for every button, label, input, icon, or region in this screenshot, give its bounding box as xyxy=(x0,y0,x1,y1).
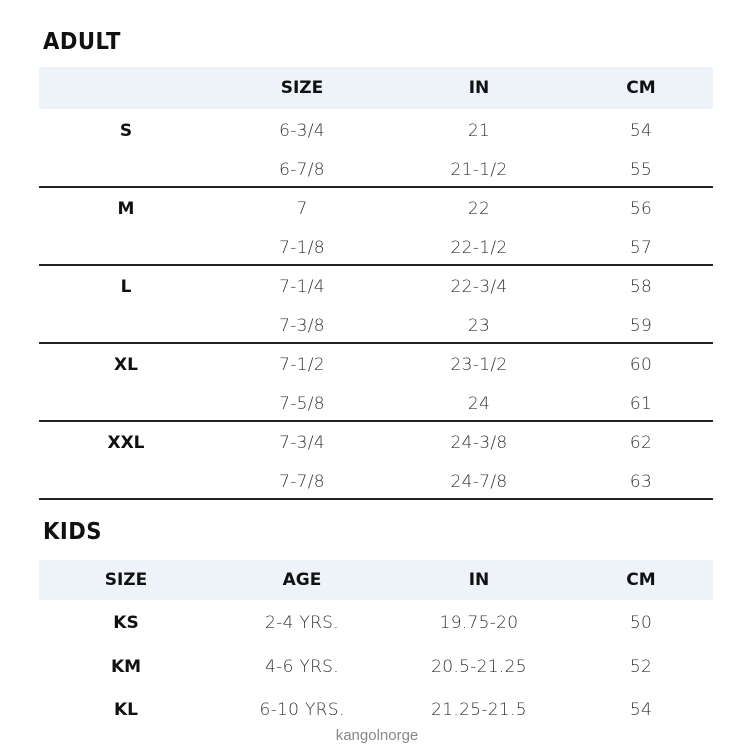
adult-cell-in: 23 xyxy=(467,316,491,336)
kids-title: KIDS xyxy=(43,519,102,545)
adult-cell-size: 7-1/4 xyxy=(279,277,325,297)
adult-size-label: XXL xyxy=(107,433,145,453)
adult-header-band xyxy=(39,67,713,109)
kids-header-age: AGE xyxy=(282,570,322,590)
adult-cell-in: 22-3/4 xyxy=(450,277,508,297)
watermark: kangolnorge xyxy=(335,727,419,744)
adult-cell-size: 7 xyxy=(296,199,308,219)
kids-cell-in: 19.75-20 xyxy=(439,613,519,633)
kids-header-band xyxy=(39,560,713,600)
adult-cell-in: 23-1/2 xyxy=(450,355,508,375)
adult-cell-in: 22 xyxy=(467,199,491,219)
adult-cell-cm: 61 xyxy=(629,394,653,414)
kids-cell-cm: 54 xyxy=(629,700,653,720)
kids-cell-age: 4-6 YRS. xyxy=(265,656,339,677)
group-divider xyxy=(39,264,713,266)
adult-cell-size: 6-7/8 xyxy=(279,160,325,180)
adult-size-label: XL xyxy=(114,355,138,375)
adult-cell-size: 7-3/4 xyxy=(279,433,325,453)
adult-cell-in: 24-3/8 xyxy=(450,433,508,453)
kids-cell-size: KM xyxy=(110,656,142,677)
adult-size-label: L xyxy=(120,277,132,297)
adult-size-label: M xyxy=(117,199,135,219)
group-divider xyxy=(39,498,713,500)
adult-cell-cm: 57 xyxy=(629,238,653,258)
adult-cell-cm: 62 xyxy=(629,433,653,453)
adult-cell-in: 24 xyxy=(467,394,491,414)
kids-header-in: IN xyxy=(468,570,490,590)
kids-cell-age: 2-4 YRS. xyxy=(265,613,339,633)
adult-size-label: S xyxy=(119,121,133,141)
adult-cell-cm: 63 xyxy=(629,472,653,492)
kids-header-size: SIZE xyxy=(104,570,148,590)
group-divider xyxy=(39,420,713,422)
kids-cell-size: KL xyxy=(113,700,138,720)
adult-cell-cm: 56 xyxy=(629,199,653,219)
kids-cell-in: 20.5-21.25 xyxy=(431,656,527,677)
adult-cell-size: 6-3/4 xyxy=(279,121,325,141)
kids-cell-size: KS xyxy=(113,613,139,633)
adult-cell-in: 21 xyxy=(467,121,491,141)
adult-cell-cm: 55 xyxy=(629,160,653,180)
group-divider xyxy=(39,186,713,188)
kids-cell-in: 21.25-21.5 xyxy=(431,700,527,720)
adult-cell-in: 21-1/2 xyxy=(450,160,508,180)
adult-cell-cm: 58 xyxy=(629,277,653,297)
kids-cell-cm: 52 xyxy=(629,656,653,677)
adult-title: ADULT xyxy=(43,29,121,55)
adult-cell-cm: 59 xyxy=(629,316,653,336)
adult-cell-in: 24-7/8 xyxy=(450,472,508,492)
group-divider xyxy=(39,342,713,344)
adult-cell-size: 7-1/2 xyxy=(279,355,325,375)
kids-cell-cm: 50 xyxy=(629,613,653,633)
adult-cell-size: 7-1/8 xyxy=(279,238,325,258)
adult-cell-cm: 60 xyxy=(629,355,653,375)
adult-cell-in: 22-1/2 xyxy=(450,238,508,258)
adult-header-in: IN xyxy=(468,78,490,98)
adult-header-size: SIZE xyxy=(280,78,324,98)
adult-cell-size: 7-7/8 xyxy=(279,472,325,492)
kids-header-cm: CM xyxy=(626,570,656,590)
adult-cell-cm: 54 xyxy=(629,121,653,141)
kids-cell-age: 6-10 YRS. xyxy=(259,700,345,720)
adult-header-cm: CM xyxy=(626,78,656,98)
adult-cell-size: 7-3/8 xyxy=(279,316,325,336)
adult-cell-size: 7-5/8 xyxy=(279,394,325,414)
